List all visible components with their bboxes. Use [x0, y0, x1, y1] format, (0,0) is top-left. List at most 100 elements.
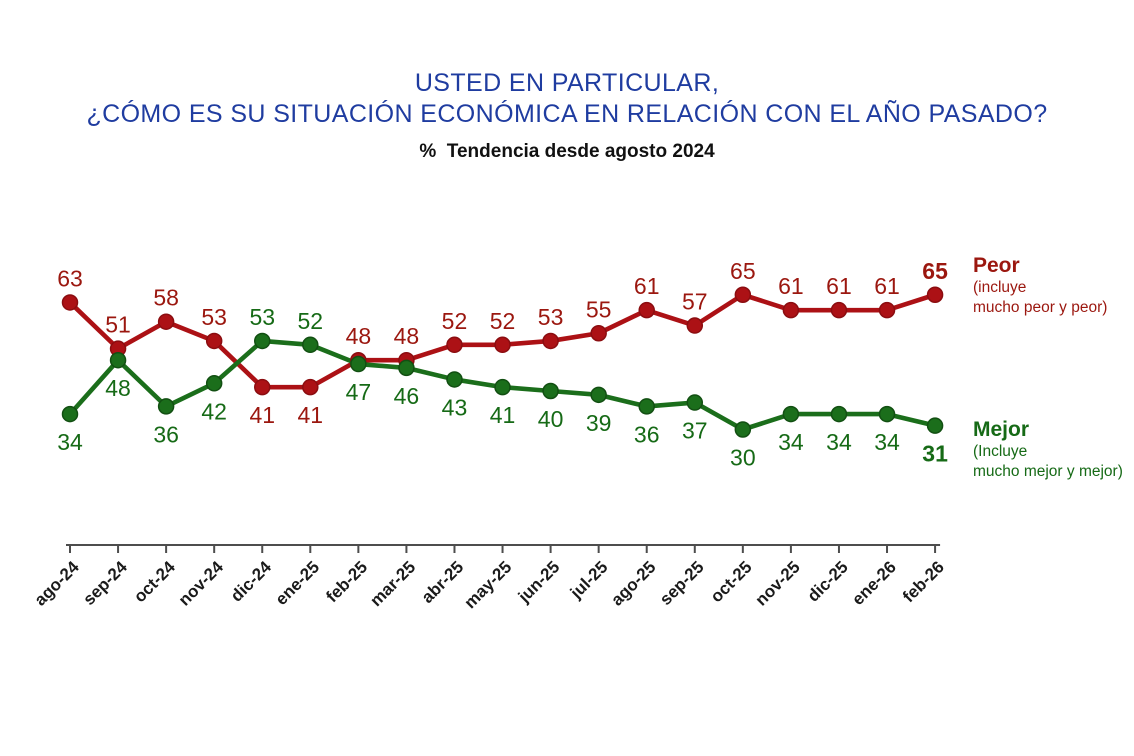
- peor-data-label: 55: [586, 296, 612, 322]
- peor-point: [253, 378, 271, 396]
- x-axis-label: dic-24: [227, 557, 276, 606]
- peor-data-label: 51: [105, 312, 131, 338]
- x-axis-label: nov-25: [752, 557, 804, 609]
- peor-data-label: 41: [249, 402, 275, 428]
- mejor-data-label: 34: [57, 429, 83, 455]
- mejor-point: [253, 332, 271, 350]
- mejor-data-label: 39: [586, 410, 612, 436]
- mejor-data-label: 42: [201, 398, 227, 424]
- peor-point: [494, 336, 511, 354]
- peor-point: [878, 301, 896, 319]
- mejor-point: [109, 351, 127, 369]
- chart-title-block: USTED EN PARTICULAR, ¿CÓMO ES SU SITUACI…: [0, 68, 1134, 163]
- mejor-data-label: 36: [153, 421, 179, 447]
- mejor-data-label: 41: [490, 402, 516, 428]
- legend-mejor-label: Mejor: [973, 418, 1030, 441]
- x-axis-label: dic-25: [804, 557, 852, 605]
- mejor-point: [398, 359, 415, 377]
- mejor-data-label: 34: [778, 429, 804, 455]
- mejor-point: [638, 398, 655, 415]
- peor-point: [638, 301, 655, 319]
- x-axis-label: feb-25: [322, 557, 371, 606]
- peor-point: [830, 301, 848, 319]
- legend-peor-label: Peor: [973, 254, 1020, 277]
- mejor-data-label: 34: [826, 429, 852, 455]
- mejor-data-label: 31: [922, 441, 948, 467]
- mejor-data-label: 46: [394, 383, 420, 409]
- peor-data-label: 63: [57, 265, 83, 291]
- x-axis-label: ago-24: [31, 557, 84, 610]
- x-axis-label: may-25: [460, 557, 515, 612]
- peor-point: [61, 294, 79, 311]
- chart-title-line-2: ¿CÓMO ES SU SITUACIÓN ECONÓMICA EN RELAC…: [86, 100, 1048, 128]
- peor-point: [686, 317, 704, 334]
- peor-data-label: 61: [634, 273, 660, 299]
- peor-data-label: 41: [298, 402, 324, 428]
- mejor-point: [157, 398, 175, 415]
- x-axis-label: oct-25: [707, 557, 756, 606]
- mejor-data-label: 52: [298, 308, 324, 334]
- mejor-point: [446, 371, 463, 388]
- mejor-point: [205, 375, 223, 392]
- peor-point: [205, 332, 223, 350]
- peor-point: [446, 336, 463, 354]
- peor-data-label: 61: [778, 273, 804, 299]
- mejor-point: [302, 336, 319, 354]
- x-axis-label: ene-25: [272, 557, 324, 609]
- mejor-point: [61, 405, 79, 423]
- peor-point: [926, 286, 944, 303]
- peor-data-label: 57: [682, 289, 708, 315]
- x-axis-label: nov-24: [175, 557, 228, 610]
- legend-peor-sub2: mucho peor y peor): [973, 299, 1108, 316]
- legend-mejor-sub1: (Incluye: [973, 443, 1028, 460]
- chart-title-line-1: USTED EN PARTICULAR,: [414, 69, 720, 97]
- peor-data-label: 65: [730, 258, 756, 284]
- mejor-point: [878, 405, 896, 423]
- x-axis-label: oct-24: [130, 557, 179, 606]
- peor-point: [734, 286, 752, 303]
- x-axis-label: sep-25: [656, 557, 708, 609]
- mejor-data-label: 40: [538, 406, 564, 432]
- peor-point: [590, 325, 607, 342]
- peor-data-label: 52: [490, 308, 516, 334]
- peor-point: [542, 332, 559, 350]
- x-axis-label: jun-25: [514, 557, 564, 607]
- mejor-data-label: 37: [682, 418, 708, 444]
- peor-data-label: 65: [922, 258, 948, 284]
- peor-point: [302, 378, 319, 396]
- x-axis-label: sep-24: [79, 557, 131, 609]
- peor-point: [782, 301, 800, 319]
- mejor-data-label: 36: [634, 421, 660, 447]
- mejor-data-label: 53: [249, 304, 275, 330]
- mejor-point: [782, 405, 800, 423]
- mejor-point: [590, 386, 607, 404]
- peor-data-label: 58: [153, 285, 179, 311]
- mejor-point: [542, 382, 559, 400]
- x-axis-label: ene-26: [848, 557, 900, 609]
- peor-data-label: 53: [201, 304, 227, 330]
- mejor-point: [926, 417, 944, 434]
- peor-data-label: 48: [394, 323, 420, 349]
- legend-peor-sub1: (incluye: [973, 279, 1027, 296]
- mejor-data-label: 43: [442, 394, 468, 420]
- mejor-data-label: 30: [730, 445, 756, 471]
- peor-data-label: 61: [826, 273, 852, 299]
- mejor-data-label: 47: [346, 379, 372, 405]
- x-axis-label: ago-25: [607, 557, 659, 609]
- mejor-data-label: 34: [874, 429, 900, 455]
- mejor-point: [350, 355, 367, 373]
- mejor-point: [494, 378, 511, 396]
- mejor-data-label: 48: [105, 375, 131, 401]
- mejor-point: [686, 394, 704, 411]
- peor-point: [157, 313, 175, 330]
- legend-peor: Peor (incluye mucho peor y peor): [973, 253, 1133, 318]
- legend-mejor-sub2: mucho mejor y mejor): [973, 463, 1123, 480]
- x-axis-label: mar-25: [366, 557, 419, 610]
- legend-mejor: Mejor (Incluye mucho mejor y mejor): [973, 417, 1133, 482]
- peor-data-label: 48: [346, 323, 372, 349]
- x-axis-label: feb-26: [899, 557, 948, 606]
- x-axis-label: jul-25: [566, 557, 612, 603]
- mejor-point: [734, 421, 752, 438]
- peor-data-label: 52: [442, 308, 468, 334]
